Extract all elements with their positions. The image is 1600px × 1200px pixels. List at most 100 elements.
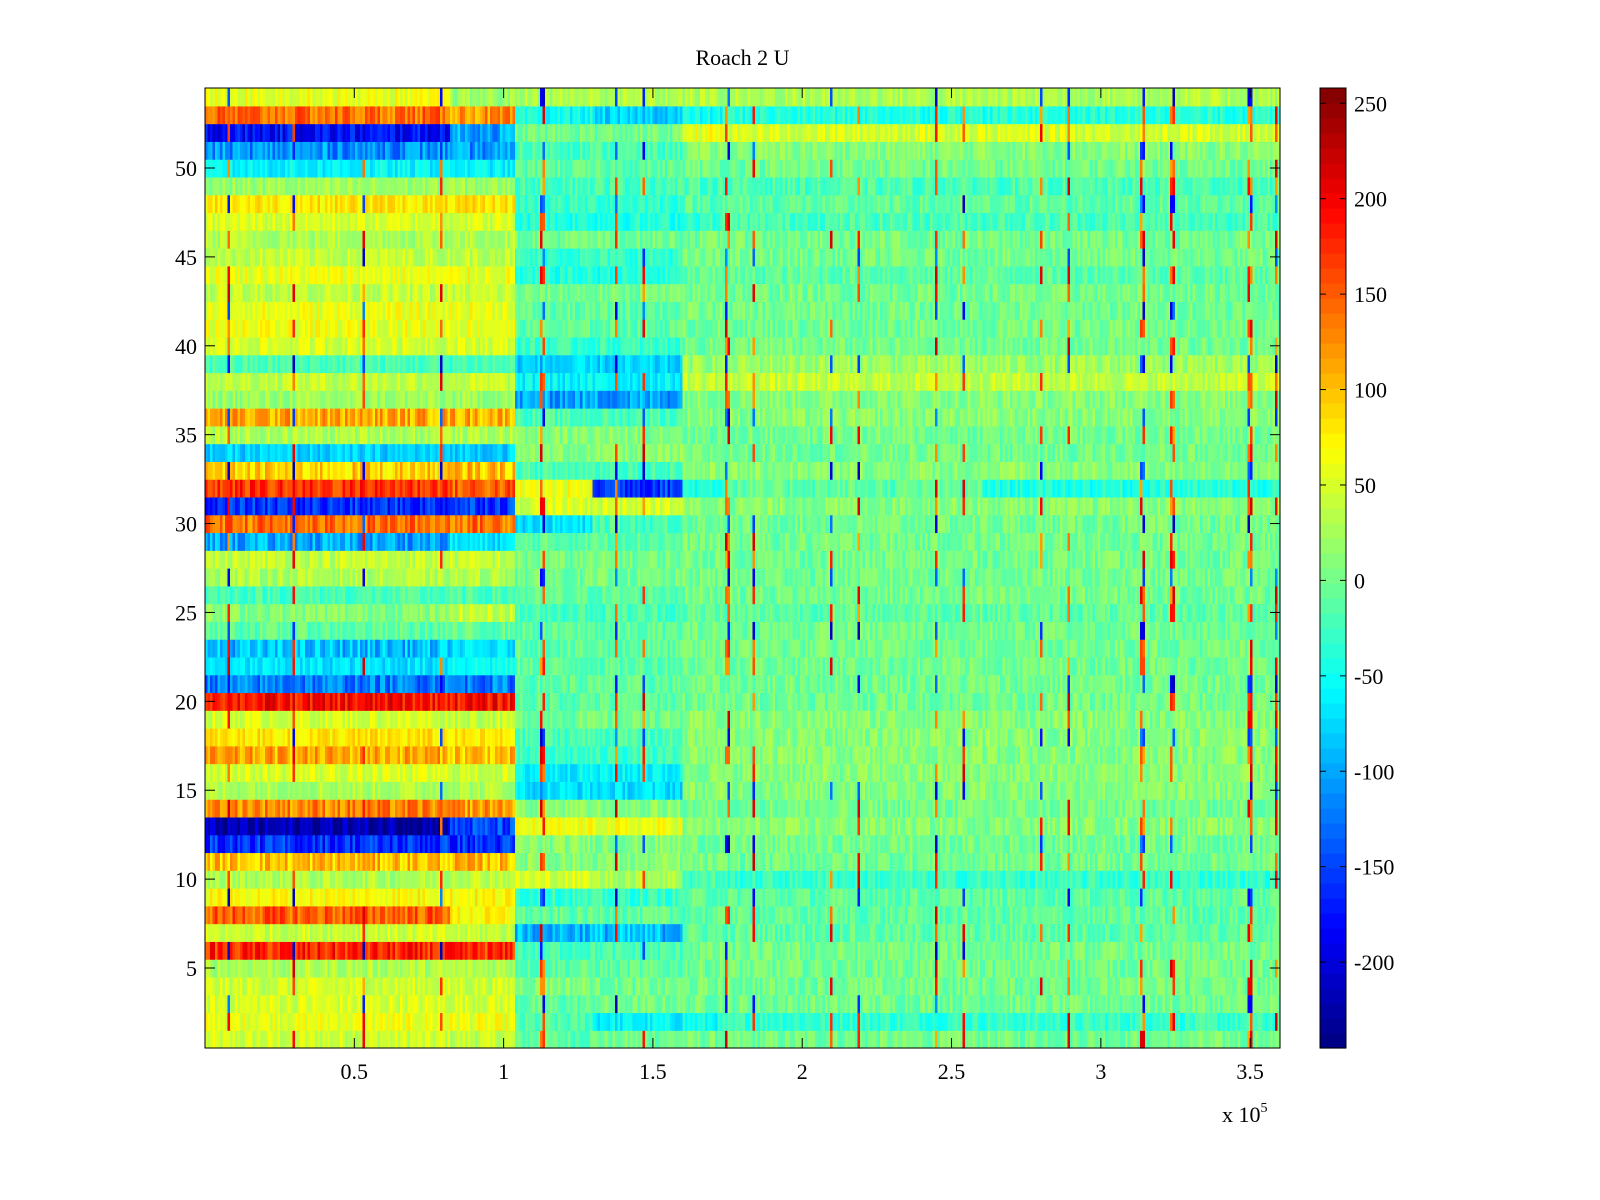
heatmap-cell — [915, 994, 919, 1014]
heatmap-cell — [465, 959, 469, 978]
heatmap-cell — [535, 976, 539, 996]
heatmap-cell — [635, 888, 639, 907]
heatmap-cell — [1025, 905, 1029, 925]
heatmap-cell — [1222, 994, 1226, 1014]
heatmap-cell — [590, 959, 594, 978]
heatmap-cell — [672, 976, 676, 996]
heatmap-cell — [887, 994, 891, 1014]
heatmap-cell — [592, 923, 596, 942]
heatmap-cell — [885, 959, 889, 978]
heatmap-cell — [407, 1030, 411, 1049]
heatmap-cell — [1130, 994, 1134, 1014]
heatmap-cell — [715, 976, 719, 996]
heatmap-cell — [462, 923, 466, 942]
heatmap-cell — [672, 1030, 676, 1049]
heatmap-cell — [1027, 941, 1031, 960]
heatmap-cell — [740, 870, 744, 889]
heatmap-cell — [400, 1030, 404, 1049]
heatmap-cell — [890, 905, 894, 925]
heatmap-cell — [615, 905, 619, 925]
heatmap-cell — [567, 941, 571, 960]
heatmap-cell — [400, 941, 404, 960]
heatmap-cell — [1275, 976, 1279, 996]
heatmap-cell — [1120, 941, 1124, 960]
heatmap-cell — [517, 870, 521, 889]
heatmap-cell — [287, 994, 291, 1014]
heatmap-cell — [1007, 905, 1011, 925]
heatmap-cell — [310, 959, 314, 978]
heatmap-cell — [977, 941, 981, 960]
heatmap-cell — [735, 923, 739, 942]
heatmap-cell — [877, 1030, 881, 1049]
heatmap-cell — [710, 870, 714, 889]
heatmap-cell — [282, 888, 286, 907]
heatmap-cell — [545, 888, 549, 907]
heatmap-cell — [402, 959, 406, 978]
heatmap-cell — [632, 905, 636, 925]
heatmap-cell — [1040, 994, 1044, 1014]
heatmap-cell — [1012, 1012, 1016, 1031]
heatmap-cell — [1200, 994, 1204, 1014]
heatmap-cell — [315, 959, 319, 978]
heatmap-cell — [295, 976, 299, 996]
heatmap-cell — [497, 959, 501, 978]
heatmap-cell — [732, 976, 736, 996]
heatmap-cell — [962, 1030, 966, 1049]
heatmap-cell — [530, 888, 534, 907]
heatmap-cell — [770, 1012, 774, 1031]
heatmap-cell — [1105, 1012, 1109, 1031]
heatmap-cell — [1042, 1030, 1046, 1049]
heatmap-cell — [1052, 959, 1056, 978]
heatmap-cell — [1000, 905, 1004, 925]
heatmap-cell — [280, 1030, 284, 1049]
heatmap-cell — [357, 1012, 361, 1031]
heatmap-cell — [525, 923, 529, 942]
heatmap-cell — [1217, 905, 1221, 925]
heatmap-cell — [630, 905, 634, 925]
heatmap-cell — [267, 959, 271, 978]
heatmap-cell — [895, 959, 899, 978]
heatmap-cell — [297, 959, 301, 978]
heatmap-cell — [405, 941, 409, 960]
heatmap-cell — [835, 976, 839, 996]
heatmap-cell — [237, 905, 241, 925]
heatmap-cell — [1087, 888, 1091, 907]
heatmap-cell — [872, 905, 876, 925]
heatmap-cell — [280, 941, 284, 960]
heatmap-cell — [262, 1030, 266, 1049]
heatmap-cell — [730, 888, 734, 907]
heatmap-cell — [1077, 1030, 1081, 1049]
heatmap-cell — [277, 905, 281, 925]
heatmap-cell — [420, 959, 424, 978]
heatmap-cell — [812, 976, 816, 996]
heatmap-cell — [205, 976, 209, 996]
heatmap-cell — [1170, 888, 1174, 907]
heatmap-cell — [1037, 1030, 1041, 1049]
heatmap-cell — [712, 994, 716, 1014]
heatmap-cell — [505, 959, 509, 978]
heatmap-cell — [785, 994, 789, 1014]
heatmap-cell — [767, 1030, 771, 1049]
heatmap-cell — [660, 1012, 664, 1031]
heatmap-cell — [410, 994, 414, 1014]
heatmap-cell — [970, 1030, 974, 1049]
heatmap-cell — [692, 923, 696, 942]
heatmap-cell — [512, 941, 516, 960]
heatmap-cell — [1232, 994, 1236, 1014]
heatmap-cell — [792, 1012, 796, 1031]
heatmap-cell — [620, 923, 624, 942]
heatmap-cell — [1160, 1030, 1164, 1049]
heatmap-cell — [1020, 959, 1024, 978]
heatmap-cell — [697, 976, 701, 996]
heatmap-cell — [1190, 905, 1194, 925]
heatmap-cell — [742, 1030, 746, 1049]
heatmap-cell — [657, 905, 661, 925]
heatmap-cell — [1057, 923, 1061, 942]
heatmap-cell — [390, 870, 394, 889]
heatmap-cell — [905, 1012, 909, 1031]
heatmap-cell — [442, 905, 446, 925]
heatmap-cell — [1037, 870, 1041, 889]
heatmap-cell — [492, 870, 496, 889]
heatmap-cell — [972, 888, 976, 907]
heatmap-cell — [1117, 941, 1121, 960]
